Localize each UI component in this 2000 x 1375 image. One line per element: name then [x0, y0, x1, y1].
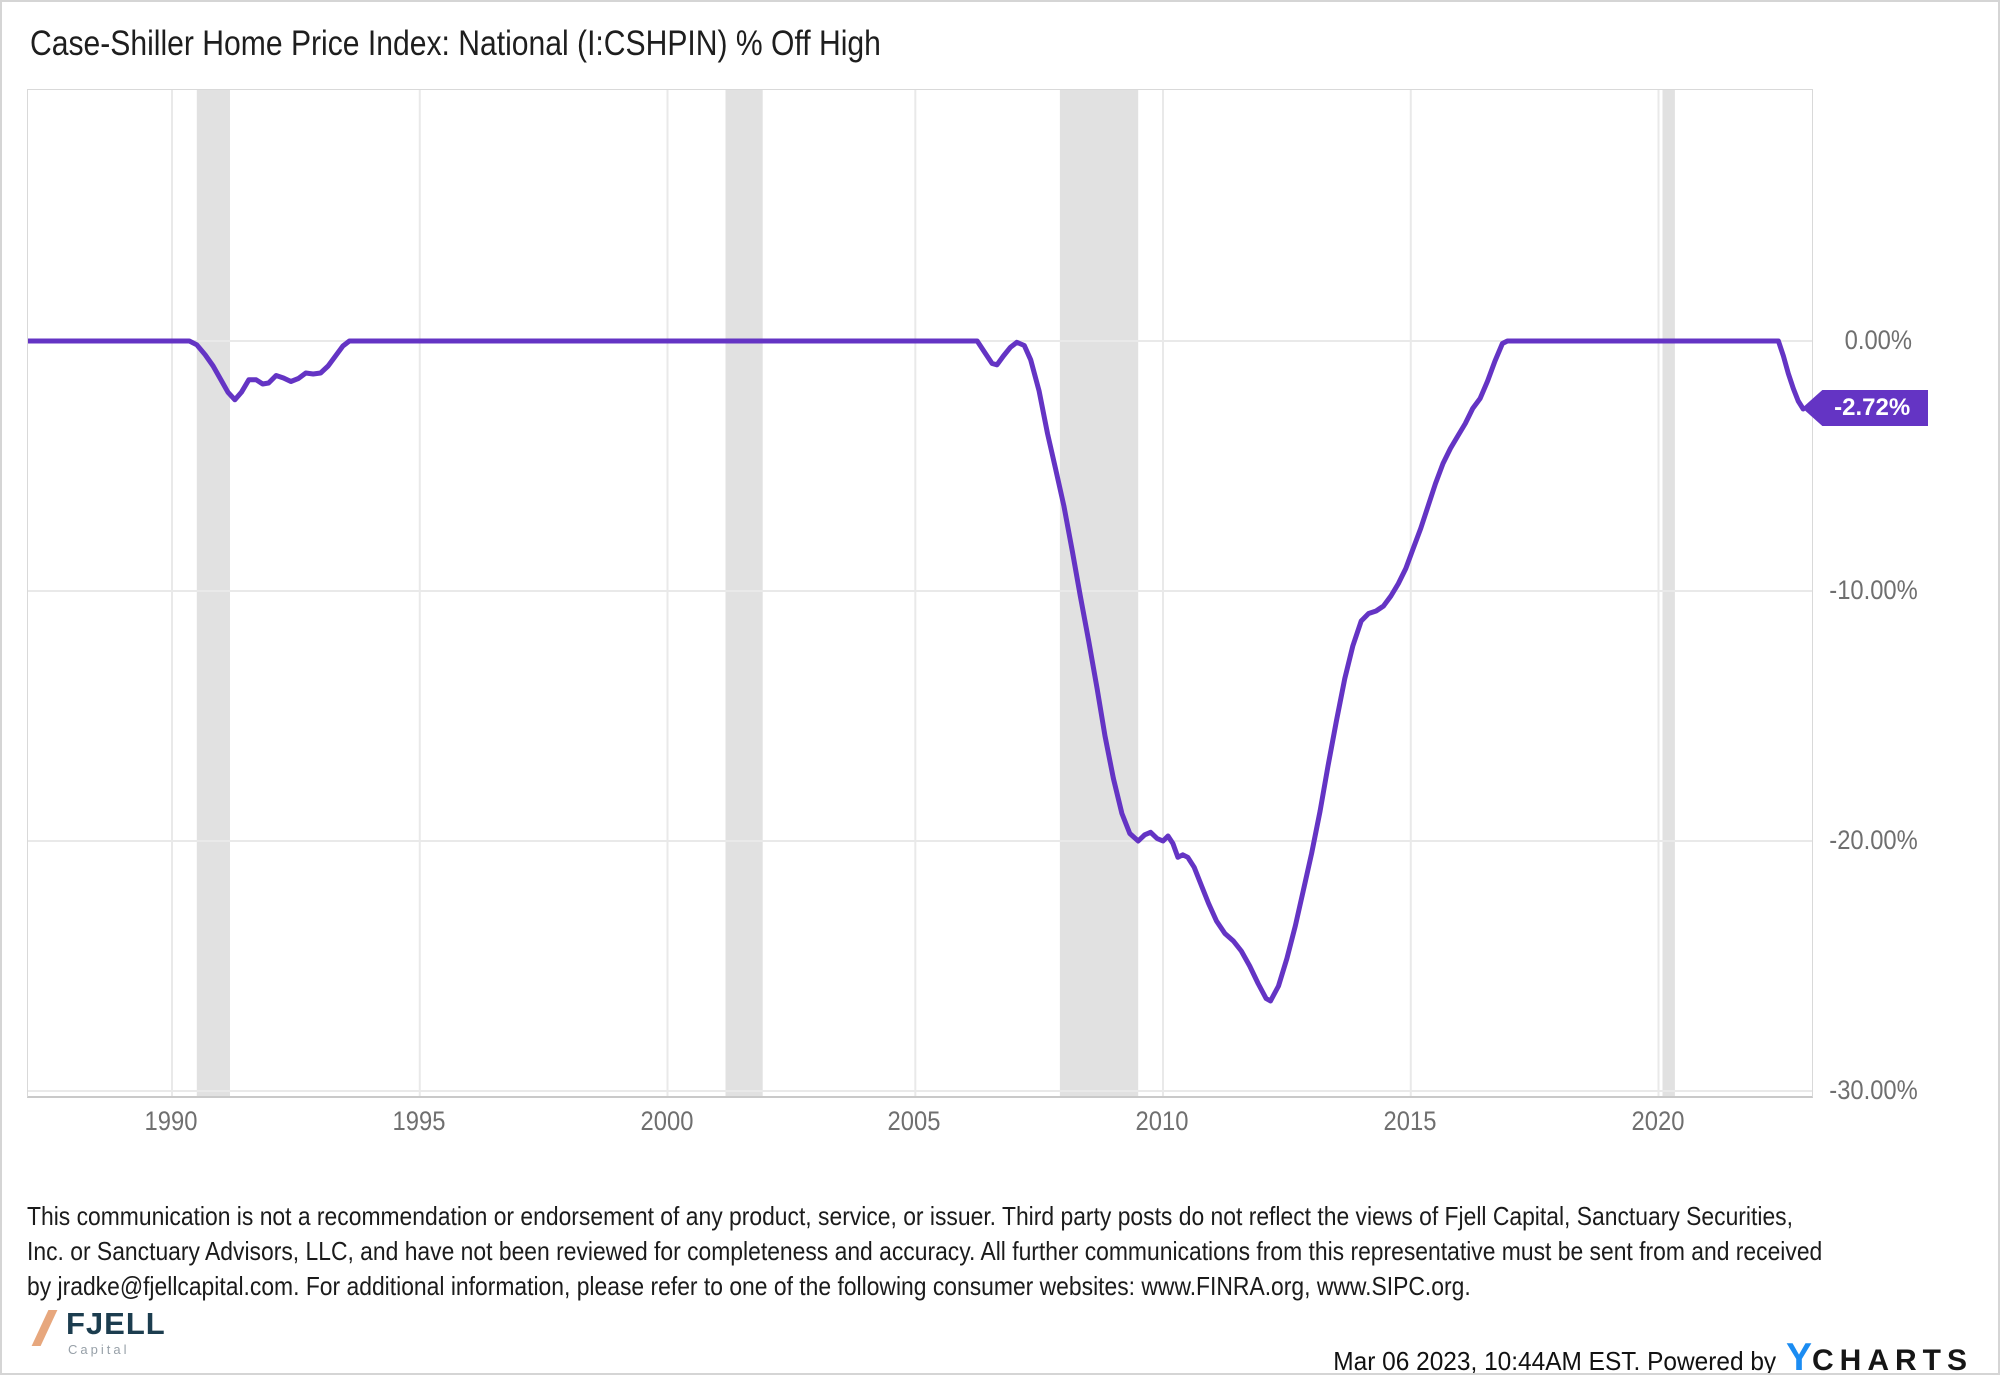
x-axis-tick-2020: 2020: [1631, 1106, 1685, 1136]
y-axis-tick-neg20: -20.00%: [1829, 825, 1918, 855]
y-axis-tick-neg30: -30.00%: [1829, 1075, 1918, 1105]
x-axis-tick-1990: 1990: [144, 1106, 198, 1136]
y-axis-tick-neg10: -10.00%: [1829, 575, 1918, 605]
fjell-logo-subtext: Capital: [68, 1342, 130, 1357]
ycharts-wordmark: CHARTS: [1812, 1344, 1973, 1375]
fjell-slash-icon: [31, 1310, 58, 1346]
footer-attribution: Mar 06 2023, 10:44AM EST. Powered by YCH…: [1305, 1336, 1973, 1375]
gridlines: [28, 90, 1812, 1096]
y-axis-tick-0: 0.00%: [1844, 325, 1912, 355]
chart-canvas: [28, 90, 1812, 1096]
ycharts-logo: YCHARTS: [1785, 1336, 1973, 1375]
ycharts-y-mark: Y: [1785, 1336, 1812, 1375]
x-axis-tick-2010: 2010: [1135, 1106, 1189, 1136]
chart-title: Case-Shiller Home Price Index: National …: [30, 24, 881, 63]
compliance-disclaimer: This communication is not a recommendati…: [27, 1199, 1998, 1304]
fjell-capital-logo: FJELL Capital: [31, 1306, 252, 1366]
disclaimer-line: by jradke@fjellcapital.com. For addition…: [27, 1271, 1471, 1301]
disclaimer-line: This communication is not a recommendati…: [27, 1201, 1793, 1231]
x-axis-tick-1995: 1995: [392, 1106, 446, 1136]
x-axis-tick-2015: 2015: [1383, 1106, 1437, 1136]
last-value-badge: -2.72%: [1802, 390, 1929, 426]
disclaimer-line: Inc. or Sanctuary Advisors, LLC, and hav…: [27, 1236, 1823, 1266]
recession-bands: [196, 90, 1675, 1096]
fjell-logo-text: FJELL: [66, 1306, 166, 1341]
price-series-line: [28, 338, 1806, 1004]
chart-plot-area[interactable]: [27, 89, 1813, 1098]
timestamp: Mar 06 2023, 10:44AM EST. Powered by: [1333, 1346, 1776, 1375]
x-axis-tick-2000: 2000: [640, 1106, 694, 1136]
x-axis-tick-2005: 2005: [887, 1106, 941, 1136]
